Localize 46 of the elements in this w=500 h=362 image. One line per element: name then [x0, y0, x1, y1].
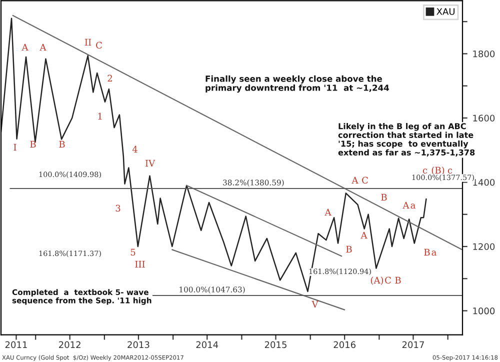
annotation: A — [352, 176, 358, 184]
annotation: 4 — [132, 146, 138, 152]
x-tick-label: 2016 — [334, 341, 356, 348]
y-tick-label: 1800 — [473, 50, 495, 58]
annotation: A — [402, 202, 410, 208]
y-tick-label: 1600 — [473, 114, 495, 122]
annotation: a — [432, 250, 436, 256]
annotation: C — [385, 276, 391, 284]
annotation: 2 — [108, 74, 112, 82]
annotation: c — [422, 168, 428, 174]
annotation: B — [59, 140, 65, 148]
y-tick-label: 1200 — [473, 243, 495, 250]
annotation: A — [40, 44, 46, 50]
y-tick-label: 1000 — [473, 307, 495, 314]
annotation: A — [360, 232, 368, 238]
x-tick-label: 2017 — [402, 341, 424, 348]
annotation: I — [14, 144, 16, 150]
annotation: 1 — [98, 112, 102, 120]
x-tick-label: 2015 — [264, 341, 286, 348]
annotation: Finally seen a weekly close above the primary downtrend from '11 at ~1,244 — [206, 75, 390, 93]
x-tick-label: 2011 — [5, 341, 27, 348]
annotation: B — [381, 194, 387, 200]
annotation: III — [135, 260, 145, 268]
annotation: B — [395, 276, 401, 284]
annotation: 5 — [130, 248, 136, 256]
annotation: Likely in the B leg of an ABC correction that started in late '15; has scope to eventually extend as far as ~1,375-1,378 — [338, 122, 475, 156]
legend-label: XAU — [436, 8, 454, 15]
annotation: B — [346, 246, 352, 252]
annotation: IV — [145, 160, 156, 166]
annotation: 3 — [116, 204, 120, 212]
annotation: B — [30, 140, 36, 148]
annotation: B — [424, 248, 430, 256]
annotation: A — [324, 208, 332, 216]
x-tick-label: 2012 — [59, 341, 80, 348]
annotation: (A) — [370, 276, 384, 285]
annotation: C — [96, 42, 102, 49]
annotation: V — [312, 300, 318, 308]
annotation: (B) — [432, 166, 444, 175]
annotation: II — [84, 38, 92, 46]
annotation: A — [22, 44, 28, 50]
annotation: a — [410, 204, 416, 209]
x-tick-label: 2014 — [196, 341, 218, 348]
annotation: C — [362, 176, 368, 184]
annotation: c — [448, 168, 452, 174]
y-tick-label: 1400 — [473, 178, 495, 186]
x-tick-label: 2013 — [128, 341, 150, 348]
